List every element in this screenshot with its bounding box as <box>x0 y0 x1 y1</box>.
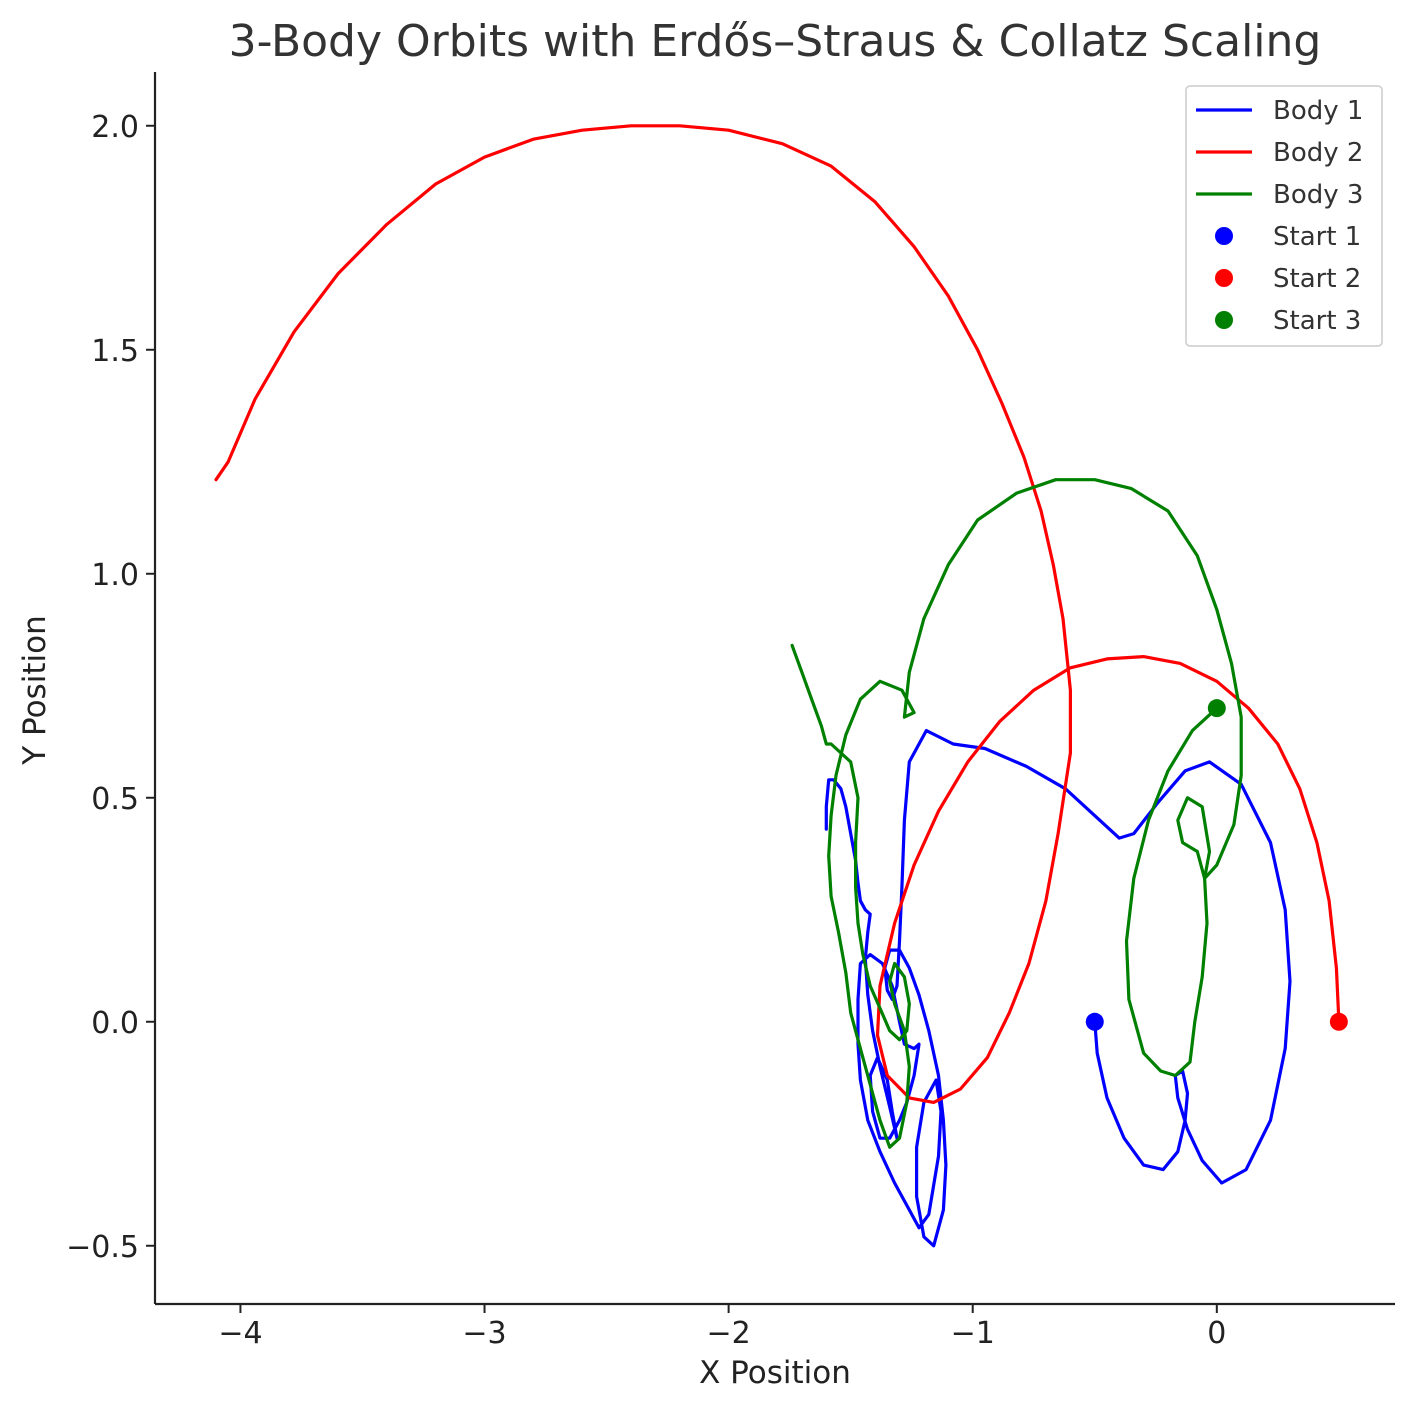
x-tick-label: −4 <box>218 1316 262 1351</box>
chart-title: 3-Body Orbits with Erdős–Straus & Collat… <box>229 16 1322 67</box>
x-tick-label: −1 <box>951 1316 995 1351</box>
y-tick-label: 1.5 <box>91 334 139 369</box>
legend-label-start-2: Start 2 <box>1273 264 1361 294</box>
legend-label-start-3: Start 3 <box>1273 306 1361 336</box>
orbit-line-body-2 <box>214 124 1341 1104</box>
y-tick-label: −0.5 <box>66 1230 139 1265</box>
orbit-line-body-3 <box>790 478 1243 1149</box>
start-marker-1 <box>1085 1012 1104 1031</box>
x-axis-label: X Position <box>699 1355 851 1391</box>
start-marker-2 <box>1329 1012 1348 1031</box>
series-layer <box>214 124 1341 1248</box>
orbit-line-body-1 <box>824 729 1292 1248</box>
legend-label-body-3: Body 3 <box>1273 180 1363 210</box>
x-tick-label: −2 <box>707 1316 751 1351</box>
y-ticks: −0.5 0.0 0.5 1.0 1.5 2.0 <box>66 110 155 1265</box>
legend: Body 1 Body 2 Body 3 Start 1 Start 2 Start 3 <box>1185 85 1383 347</box>
x-ticks: −4 −3 −2 −1 0 <box>218 1304 1226 1351</box>
x-tick-label: 0 <box>1207 1316 1226 1351</box>
y-tick-label: 2.0 <box>91 110 139 145</box>
start-points-layer <box>1085 699 1348 1031</box>
y-tick-label: 0.5 <box>91 782 139 817</box>
y-tick-label: 1.0 <box>91 558 139 593</box>
y-tick-label: 0.0 <box>91 1006 139 1041</box>
legend-swatch-start-2 <box>1215 269 1233 287</box>
x-tick-label: −3 <box>462 1316 506 1351</box>
legend-swatch-start-1 <box>1215 227 1233 245</box>
legend-label-start-1: Start 1 <box>1273 222 1361 252</box>
legend-label-body-1: Body 1 <box>1273 96 1363 126</box>
legend-label-body-2: Body 2 <box>1273 138 1363 168</box>
start-marker-3 <box>1207 699 1226 718</box>
legend-swatch-start-3 <box>1215 311 1233 329</box>
y-axis-label: Y Position <box>17 615 53 766</box>
